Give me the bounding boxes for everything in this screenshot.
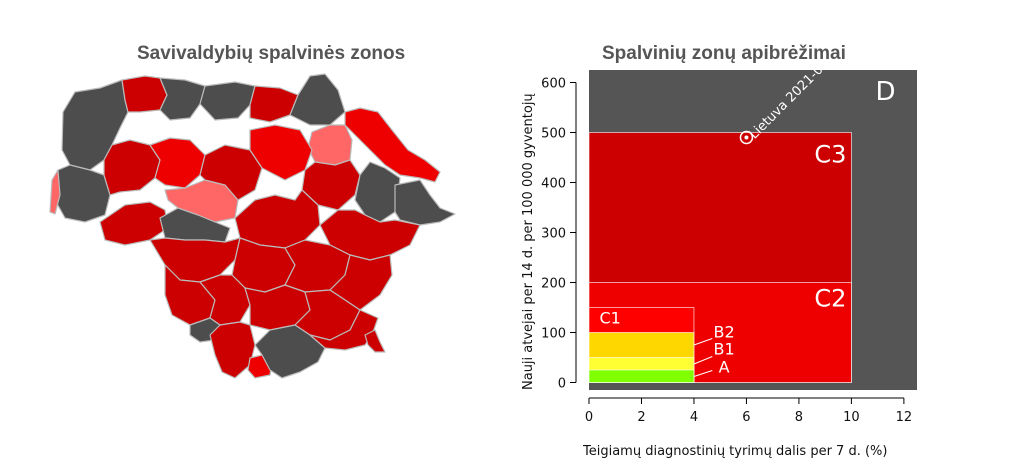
map-region[interactable] <box>249 85 299 123</box>
zone-label-c3: C3 <box>814 141 846 169</box>
map-region[interactable] <box>54 164 111 223</box>
country-point <box>744 135 749 140</box>
zone-label-c2: C2 <box>814 285 846 313</box>
x-tick-label: 2 <box>637 410 645 425</box>
x-tick-label: 4 <box>690 410 698 425</box>
zone-label-a: A <box>719 358 730 377</box>
zone-label-d: D <box>875 77 895 107</box>
map-region[interactable] <box>329 254 393 311</box>
zone-leader-line <box>693 338 713 346</box>
y-tick-label: 500 <box>541 127 566 142</box>
map-region[interactable] <box>254 324 326 379</box>
y-tick-label: 100 <box>541 327 566 342</box>
map-region[interactable] <box>209 321 256 379</box>
chart-title: Spalvinių zonų apibrėžimai <box>602 43 846 64</box>
x-tick-label: 6 <box>742 410 750 425</box>
y-tick-label: 0 <box>558 377 566 392</box>
lithuania-municipality-map <box>49 73 456 379</box>
map-region[interactable] <box>309 309 379 351</box>
x-tick-label: 12 <box>896 410 913 425</box>
y-tick-label: 600 <box>541 77 566 92</box>
map-title: Savivaldybių spalvinės zonos <box>137 43 406 64</box>
y-tick-label: 300 <box>541 227 566 242</box>
zone-leader-line <box>693 370 713 377</box>
zone-label-b1: B1 <box>714 340 735 359</box>
x-axis-label: Teigiamų diagnostinių tyrimų dalis per 7… <box>583 444 888 459</box>
y-tick-label: 400 <box>541 177 566 192</box>
map-region[interactable] <box>199 274 251 326</box>
x-tick-label: 8 <box>795 410 803 425</box>
map-region[interactable] <box>394 179 456 226</box>
map-region[interactable] <box>344 107 441 183</box>
map-region[interactable] <box>199 144 263 201</box>
zone-label-b2: B2 <box>714 323 735 342</box>
y-axis-label: Nauji atvejai per 14 d. per 100 000 gyve… <box>521 93 536 390</box>
map-region[interactable] <box>364 329 386 353</box>
x-tick-label: 0 <box>585 410 593 425</box>
country-point-ring <box>739 130 754 145</box>
zone-leader-line <box>693 356 713 365</box>
map-region[interactable] <box>49 169 61 215</box>
map-region[interactable] <box>149 137 206 189</box>
zone-a <box>588 369 695 383</box>
map-region[interactable] <box>159 77 206 121</box>
map-region[interactable] <box>199 81 256 121</box>
y-tick-label: 200 <box>541 277 566 292</box>
zone-label-c1: C1 <box>599 309 620 328</box>
x-tick-label: 10 <box>843 410 860 425</box>
